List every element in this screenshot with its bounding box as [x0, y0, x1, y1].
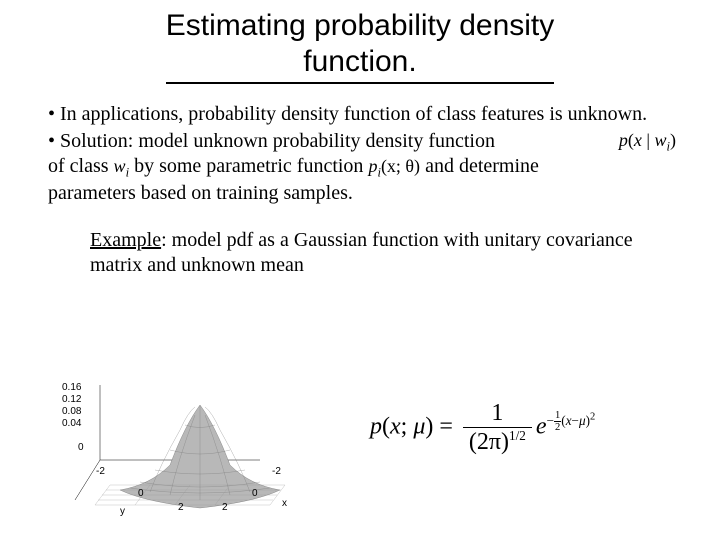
inline-formula-px-wi: p(x | wi) [619, 129, 676, 155]
fm-fraction: 1 (2π)1/2 [463, 400, 532, 456]
fm-exp-sq: 2 [590, 411, 595, 422]
page-title: Estimating probability density function. [166, 8, 555, 84]
ztick-0: 0 [78, 442, 84, 453]
fm-exp-neg: − [547, 413, 554, 428]
fm-exponent: −12(x−μ)2 [547, 413, 596, 428]
y-axis-label: y [120, 506, 125, 517]
f1-close: ) [670, 130, 676, 150]
fm-den: (2π)1/2 [463, 428, 532, 456]
fm-den-exp: 1/2 [509, 428, 526, 443]
bullet-1: • In applications, probability density f… [48, 102, 672, 127]
fm-exp-minus: − [572, 413, 579, 428]
f1-w: w [654, 130, 666, 150]
bullet2-p1: • Solution: model unknown probability de… [48, 130, 495, 152]
bullet-2: • Solution: model unknown probability de… [48, 129, 672, 206]
fm-sep: ; [401, 414, 414, 440]
ytick-0: 0 [138, 488, 144, 499]
fm-den-2pi: 2π [477, 429, 501, 455]
ytick-2: 2 [178, 502, 184, 513]
fm-mu: μ [413, 414, 425, 440]
x-axis-label: x [282, 498, 287, 509]
f1-x: x [634, 130, 642, 150]
surface-svg [60, 370, 320, 520]
body-text: • In applications, probability density f… [48, 102, 672, 206]
xtick-m2: -2 [272, 466, 281, 477]
fm-e: e [536, 414, 547, 440]
fm-den-open: ( [469, 429, 477, 455]
inline-wi: wi [114, 156, 130, 176]
example-body: : model pdf as a Gaussian function with … [90, 229, 633, 276]
example-text: Example: model pdf as a Gaussian functio… [90, 228, 650, 278]
gaussian-surface-chart: 0.16 0.12 0.08 0.04 0 -2 0 2 y -2 0 2 x [60, 370, 320, 520]
f1-p: p [619, 130, 628, 150]
pi-args: (x; θ) [381, 156, 420, 176]
inline-pi-theta: pi(x; θ) [368, 156, 420, 176]
title-line1: Estimating probability density [166, 9, 555, 42]
fm-x: x [390, 414, 401, 440]
xtick-2: 2 [222, 502, 228, 513]
bullet2-p3: by some parametric function [129, 155, 368, 177]
gaussian-formula: p(x; μ) = 1 (2π)1/2 e−12(x−μ)2 [370, 400, 690, 456]
bullet2-p2: of class [48, 155, 114, 177]
f1-bar: | [642, 130, 655, 150]
ytick-m2: -2 [96, 466, 105, 477]
example-label: Example [90, 229, 161, 251]
ztick-004: 0.04 [62, 418, 81, 429]
fm-exp-mu: μ [579, 413, 586, 428]
fm-p: p [370, 414, 382, 440]
fm-den-close: ) [501, 429, 509, 455]
fm-eq: = [433, 414, 459, 440]
xtick-0: 0 [252, 488, 258, 499]
ztick-012: 0.12 [62, 394, 81, 405]
fm-num: 1 [463, 400, 532, 428]
fm-open: ( [382, 414, 390, 440]
wi-w: w [114, 156, 126, 176]
ztick-016: 0.16 [62, 382, 81, 393]
ztick-008: 0.08 [62, 406, 81, 417]
title-line2: function. [303, 45, 416, 78]
